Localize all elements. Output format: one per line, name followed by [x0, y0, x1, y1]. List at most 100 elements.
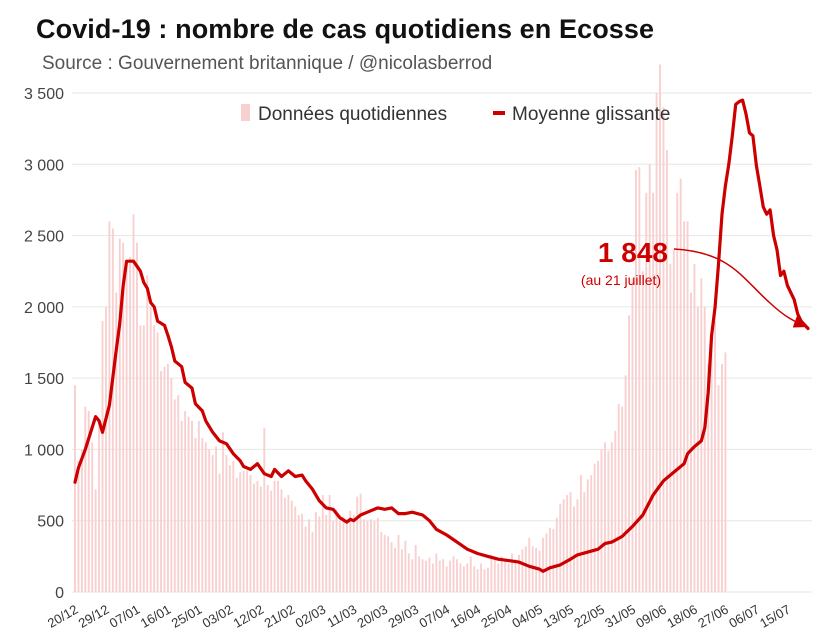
rolling-average-line — [73, 98, 810, 573]
x-tick-label: 29/12 — [76, 602, 112, 631]
daily-bar — [160, 371, 162, 592]
daily-bar — [421, 559, 424, 592]
daily-bar — [349, 510, 352, 592]
daily-bar — [696, 306, 699, 592]
daily-bar — [466, 563, 469, 592]
daily-bar — [665, 150, 668, 592]
daily-bar — [263, 428, 266, 592]
daily-bar — [604, 442, 606, 592]
daily-bar — [652, 192, 655, 593]
daily-bar — [552, 529, 555, 592]
daily-bar — [136, 242, 138, 592]
daily-bar — [314, 512, 317, 592]
daily-bar — [332, 520, 335, 592]
daily-bar — [239, 472, 242, 592]
legend-bar-swatch — [241, 104, 250, 121]
daily-bar — [452, 556, 455, 592]
daily-bar — [146, 275, 149, 592]
daily-bar — [280, 489, 283, 592]
y-tick-label: 2 000 — [24, 300, 64, 317]
x-axis: 20/1229/1207/0116/0125/0103/0212/0221/02… — [45, 602, 793, 631]
daily-bar — [204, 442, 207, 592]
daily-bar — [634, 169, 637, 593]
daily-bar — [111, 228, 114, 592]
daily-bar — [304, 526, 307, 592]
daily-bar — [690, 292, 692, 592]
daily-bar — [703, 306, 706, 592]
daily-bar — [170, 378, 173, 592]
daily-bar — [376, 517, 379, 592]
daily-bar — [294, 506, 297, 592]
daily-bar — [259, 486, 262, 592]
daily-bar — [132, 214, 135, 592]
daily-bar — [480, 563, 483, 592]
daily-bar — [631, 278, 634, 592]
daily-bar — [325, 515, 328, 592]
bar-series — [74, 64, 727, 593]
y-tick-label: 3 500 — [24, 86, 64, 103]
daily-bar — [222, 432, 224, 592]
daily-bar — [328, 495, 331, 592]
daily-bar — [538, 550, 541, 592]
daily-bar — [225, 455, 228, 592]
daily-bar — [676, 192, 679, 593]
daily-bar — [98, 420, 101, 592]
daily-bar — [390, 542, 393, 592]
daily-bar — [686, 221, 689, 592]
daily-bar — [414, 544, 417, 592]
daily-bar — [487, 567, 489, 592]
daily-bar — [208, 449, 211, 592]
daily-bar — [562, 499, 565, 592]
daily-bar — [201, 438, 204, 592]
daily-bar — [535, 547, 538, 592]
daily-bar — [122, 242, 125, 592]
annotation-note: (au 21 juillet) — [581, 272, 661, 288]
y-tick-label: 1 000 — [24, 442, 64, 459]
x-tick-label: 25/04 — [478, 602, 514, 631]
daily-bar — [617, 403, 620, 592]
daily-bar — [456, 559, 458, 592]
daily-bar — [187, 416, 190, 592]
daily-bar — [614, 430, 617, 592]
daily-bar — [166, 363, 169, 592]
daily-bar — [607, 450, 610, 592]
daily-bar — [514, 559, 517, 592]
daily-bar — [717, 385, 720, 592]
daily-bar — [411, 559, 414, 592]
annotation-value: 1 848 — [598, 237, 668, 268]
daily-bar — [459, 563, 462, 592]
daily-bar — [418, 556, 421, 592]
daily-bar — [724, 352, 727, 592]
daily-bar — [683, 221, 686, 592]
daily-bar — [94, 489, 97, 592]
daily-bar — [624, 375, 627, 592]
daily-bar — [610, 442, 613, 592]
daily-bar — [445, 566, 448, 592]
daily-bar — [679, 178, 682, 593]
x-tick-label: 03/02 — [200, 602, 236, 631]
daily-bar — [380, 532, 383, 592]
daily-bar — [573, 506, 575, 592]
daily-bar — [277, 480, 279, 592]
daily-bar — [425, 560, 427, 592]
daily-bar — [77, 460, 80, 592]
daily-bar — [721, 363, 723, 592]
annotation-arrow — [673, 248, 809, 328]
daily-bar — [638, 167, 641, 592]
daily-bar — [118, 238, 121, 593]
daily-bar — [80, 449, 83, 592]
daily-bar — [256, 480, 259, 592]
daily-bar — [253, 483, 255, 592]
daily-bar — [211, 455, 214, 592]
daily-bar — [404, 540, 407, 592]
daily-bar — [287, 495, 290, 592]
daily-bar — [483, 569, 486, 592]
daily-bar — [586, 479, 589, 592]
daily-bar — [493, 559, 496, 592]
daily-bar — [438, 560, 441, 592]
legend: Données quotidiennes Moyenne glissante — [241, 104, 670, 125]
daily-bar — [400, 549, 403, 592]
daily-bar — [693, 264, 696, 592]
daily-bar — [500, 556, 503, 592]
daily-bar — [548, 527, 551, 592]
